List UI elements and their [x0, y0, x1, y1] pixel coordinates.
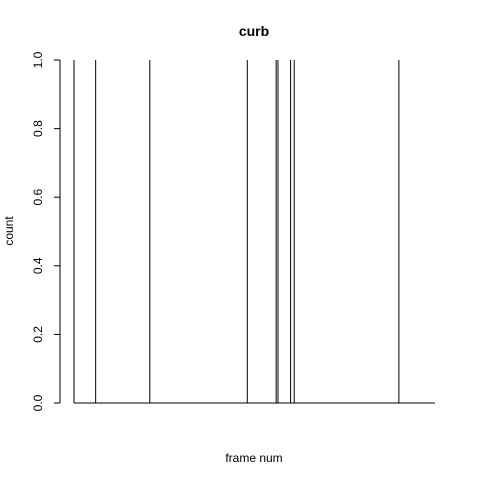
- y-tick-label: 0.4: [31, 257, 45, 274]
- x-axis-label: frame num: [225, 451, 282, 465]
- y-axis-ticks: 0.0 0.2 0.4 0.6 0.8 1.0: [31, 51, 60, 411]
- y-axis-label: count: [2, 216, 16, 246]
- y-tick-label: 0.0: [31, 394, 45, 411]
- y-tick-label: 0.6: [31, 189, 45, 206]
- y-tick-label: 1.0: [31, 51, 45, 68]
- y-tick-label: 0.2: [31, 326, 45, 343]
- y-tick-label: 0.8: [31, 120, 45, 137]
- histogram-bars: [73, 60, 400, 403]
- chart-title: curb: [239, 23, 269, 39]
